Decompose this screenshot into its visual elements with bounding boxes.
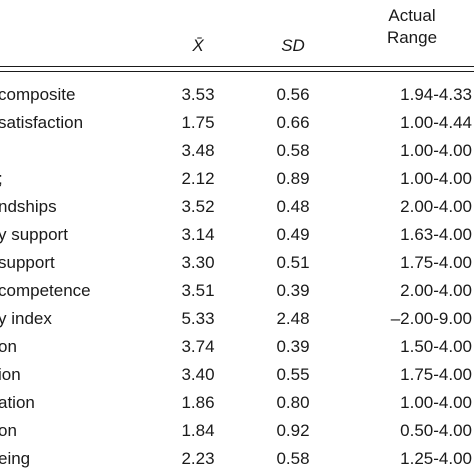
row-sd: 0.39 <box>276 281 310 300</box>
row-label: on <box>0 337 17 356</box>
row-label: composite <box>0 85 76 104</box>
row-mean: 1.75 <box>181 113 215 132</box>
row-mean: 1.84 <box>181 421 215 440</box>
row-range: 2.00-4.00 <box>400 281 472 300</box>
row-sd: 0.49 <box>276 225 310 244</box>
table-row: eing 2.23 0.58 1.25-4.00 <box>0 445 474 473</box>
row-sd: 0.89 <box>276 169 310 188</box>
row-mean: 2.23 <box>181 449 215 468</box>
table-row: competence 3.51 0.39 2.00-4.00 <box>0 277 474 305</box>
row-label: ; <box>0 165 3 193</box>
column-header-range-line2: Range <box>386 28 438 47</box>
row-sd: 0.66 <box>276 113 310 132</box>
row-range: 1.00-4.00 <box>400 169 472 188</box>
row-mean: 3.40 <box>181 365 215 384</box>
header-rule-bottom <box>0 71 474 72</box>
column-header-actual-range: Actual Range <box>360 5 464 49</box>
column-header-sd: SD <box>281 36 305 55</box>
row-range: 1.75-4.00 <box>400 365 472 384</box>
row-range: 2.00-4.00 <box>400 197 472 216</box>
row-mean: 3.74 <box>181 337 215 356</box>
table-row: y support 3.14 0.49 1.63-4.00 <box>0 221 474 249</box>
column-header-mean: X̄ <box>192 36 204 55</box>
row-range: 1.63-4.00 <box>400 225 472 244</box>
table-body: composite 3.53 0.56 1.94-4.33 satisfacti… <box>0 81 474 473</box>
row-label: satisfaction <box>0 113 84 132</box>
row-label: ndships <box>0 197 57 216</box>
table-row: y index 5.33 2.48 –2.00-9.00 <box>0 305 474 333</box>
row-label: ation <box>0 393 35 412</box>
table-row: on 1.84 0.92 0.50-4.00 <box>0 417 474 445</box>
table-row: composite 3.53 0.56 1.94-4.33 <box>0 81 474 109</box>
row-sd: 0.80 <box>276 393 310 412</box>
row-mean: 3.48 <box>181 141 215 160</box>
row-sd: 0.58 <box>276 449 310 468</box>
row-sd: 0.51 <box>276 253 310 272</box>
row-range: 1.00-4.00 <box>400 141 472 160</box>
table-row: on 3.74 0.39 1.50-4.00 <box>0 333 474 361</box>
row-label: competence <box>0 281 91 300</box>
row-mean: 3.51 <box>181 281 215 300</box>
row-label: ion <box>0 365 21 384</box>
row-sd: 0.92 <box>276 421 310 440</box>
row-sd: 0.39 <box>276 337 310 356</box>
row-range: 1.25-4.00 <box>400 449 472 468</box>
row-range: 1.75-4.00 <box>400 253 472 272</box>
row-sd: 0.56 <box>276 85 310 104</box>
column-header-range-line1: Actual <box>388 6 436 25</box>
table-row: 3.48 0.58 1.00-4.00 <box>0 137 474 165</box>
row-mean: 3.30 <box>181 253 215 272</box>
row-label: support <box>0 253 55 272</box>
row-sd: 0.58 <box>276 141 310 160</box>
row-label: on <box>0 421 17 440</box>
row-range: 1.00-4.44 <box>400 113 472 132</box>
row-range: 0.50-4.00 <box>400 421 472 440</box>
row-range: 1.50-4.00 <box>400 337 472 356</box>
row-mean: 5.33 <box>181 309 215 328</box>
row-sd: 2.48 <box>276 309 310 328</box>
table-header-row: X̄ SD Actual Range <box>0 0 474 64</box>
table-row: satisfaction 1.75 0.66 1.00-4.44 <box>0 109 474 137</box>
row-sd: 0.48 <box>276 197 310 216</box>
row-label: y index <box>0 309 52 328</box>
row-mean: 3.52 <box>181 197 215 216</box>
row-mean: 3.53 <box>181 85 215 104</box>
row-mean: 2.12 <box>181 169 215 188</box>
table-row: ion 3.40 0.55 1.75-4.00 <box>0 361 474 389</box>
table-row: support 3.30 0.51 1.75-4.00 <box>0 249 474 277</box>
row-label: y support <box>0 225 68 244</box>
row-mean: 1.86 <box>181 393 215 412</box>
row-label: eing <box>0 449 31 468</box>
table-row: ; 2.12 0.89 1.00-4.00 <box>0 165 474 193</box>
row-range: 1.94-4.33 <box>400 85 472 104</box>
row-mean: 3.14 <box>181 225 215 244</box>
row-range: –2.00-9.00 <box>390 309 472 328</box>
row-sd: 0.55 <box>276 365 310 384</box>
table-row: ndships 3.52 0.48 2.00-4.00 <box>0 193 474 221</box>
table-row: ation 1.86 0.80 1.00-4.00 <box>0 389 474 417</box>
row-range: 1.00-4.00 <box>400 393 472 412</box>
header-rule-top <box>0 66 474 67</box>
